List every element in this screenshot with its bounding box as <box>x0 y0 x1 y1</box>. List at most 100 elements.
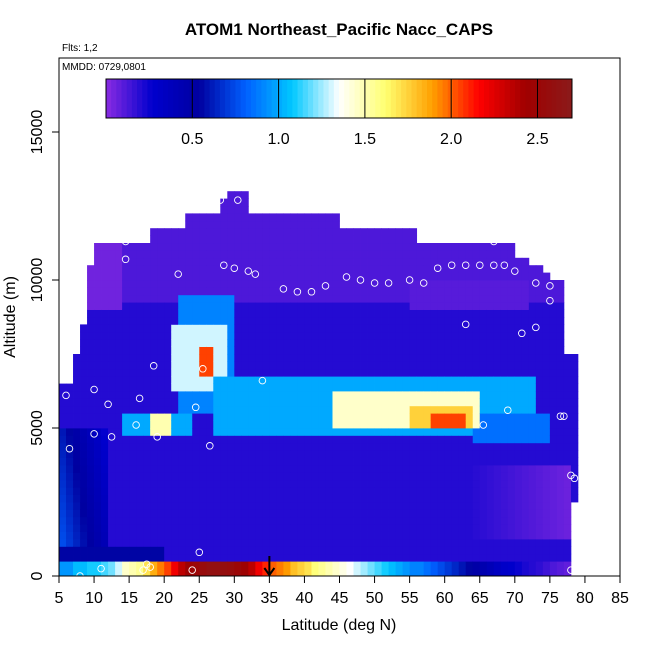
colorbar-swatch <box>561 79 568 118</box>
heatmap-cell <box>507 324 516 333</box>
heatmap-cell <box>325 420 333 429</box>
heatmap-cell <box>136 413 144 421</box>
heatmap-cell <box>367 553 375 562</box>
heatmap-cell <box>388 346 396 355</box>
heatmap-cell <box>213 294 221 303</box>
heatmap-cell <box>325 383 333 392</box>
heatmap-cell <box>171 354 179 362</box>
heatmap-cell <box>192 561 200 569</box>
heatmap-cell <box>311 531 319 540</box>
heatmap-cell <box>332 524 340 532</box>
heatmap-cell <box>150 553 158 562</box>
heatmap-cell <box>262 524 270 532</box>
heatmap-cell <box>87 354 95 362</box>
heatmap-cell <box>542 324 551 333</box>
heatmap-cell <box>269 309 277 318</box>
heatmap-cell <box>115 413 123 421</box>
heatmap-cell <box>339 250 347 259</box>
heatmap-cell <box>227 561 235 569</box>
heatmap-cell <box>213 280 221 288</box>
heatmap-cell <box>458 287 467 296</box>
heatmap-cell <box>472 487 481 495</box>
heatmap-cell <box>535 479 544 488</box>
heatmap-cell <box>507 257 516 266</box>
heatmap-cell <box>472 339 481 347</box>
heatmap-cell <box>332 509 340 518</box>
heatmap-cell <box>248 553 256 562</box>
heatmap-cell <box>395 228 404 236</box>
colorbar-swatch <box>452 79 459 118</box>
heatmap-cell <box>500 272 509 281</box>
heatmap-cell <box>283 413 291 421</box>
heatmap-cell <box>199 294 207 303</box>
heatmap-cell <box>339 361 347 370</box>
heatmap-cell <box>122 376 130 384</box>
heatmap-cell <box>262 546 270 555</box>
heatmap-cell <box>143 250 151 259</box>
heatmap-cell <box>430 309 439 318</box>
heatmap-cell <box>451 509 460 518</box>
heatmap-cell <box>542 413 551 421</box>
flight-point <box>97 564 105 573</box>
heatmap-cell <box>542 391 551 399</box>
heatmap-cell <box>59 502 67 510</box>
heatmap-cell <box>234 324 242 333</box>
heatmap-cell <box>465 339 474 347</box>
heatmap-cell <box>388 435 396 444</box>
heatmap-cell <box>94 524 102 532</box>
heatmap-cell <box>528 265 537 273</box>
heatmap-cell <box>276 568 284 577</box>
heatmap-cell <box>220 428 228 436</box>
heatmap-cell <box>178 457 186 466</box>
heatmap-cell <box>136 250 144 259</box>
heatmap-cell <box>388 383 396 392</box>
heatmap-cell <box>150 354 158 362</box>
heatmap-cell <box>199 442 207 451</box>
heatmap-cell <box>213 309 221 318</box>
heatmap-cell <box>395 302 404 310</box>
heatmap-cell <box>493 294 502 303</box>
heatmap-cell <box>318 354 326 362</box>
heatmap-cell <box>444 346 453 355</box>
heatmap-cell <box>479 546 488 555</box>
heatmap-cell <box>241 376 249 384</box>
heatmap-cell <box>297 265 305 273</box>
heatmap-cell <box>262 309 270 318</box>
heatmap-cell <box>255 502 263 510</box>
heatmap-cell <box>150 309 158 318</box>
heatmap-cell <box>521 302 530 310</box>
heatmap-cell <box>143 516 151 525</box>
heatmap-cell <box>234 294 242 303</box>
heatmap-cell <box>507 472 516 481</box>
heatmap-cell <box>73 405 81 414</box>
colorbar-swatch <box>447 79 454 118</box>
heatmap-cell <box>220 309 228 318</box>
heatmap-cell <box>479 494 488 503</box>
heatmap-cell <box>395 346 404 355</box>
heatmap-cell <box>150 442 158 451</box>
heatmap-cell <box>318 561 326 569</box>
heatmap-cell <box>262 561 270 569</box>
heatmap-cell <box>115 568 123 577</box>
heatmap-cell <box>367 539 375 547</box>
heatmap-cell <box>458 546 467 555</box>
heatmap-cell <box>472 553 481 562</box>
heatmap-cell <box>325 361 333 370</box>
heatmap-cell <box>269 368 277 377</box>
heatmap-cell <box>143 324 151 333</box>
heatmap-cell <box>500 413 509 421</box>
colorbar-swatch <box>551 79 557 118</box>
heatmap-cell <box>388 235 396 244</box>
heatmap-cell <box>255 472 263 481</box>
heatmap-cell <box>374 257 382 266</box>
heatmap-cell <box>220 457 228 466</box>
heatmap-cell <box>374 420 382 429</box>
heatmap-cell <box>395 487 404 495</box>
heatmap-cell <box>563 524 572 532</box>
heatmap-cell <box>353 398 361 407</box>
heatmap-cell <box>486 413 495 421</box>
heatmap-cell <box>108 294 116 303</box>
heatmap-cell <box>521 568 530 577</box>
heatmap-cell <box>73 398 81 407</box>
heatmap-cell <box>451 502 460 510</box>
